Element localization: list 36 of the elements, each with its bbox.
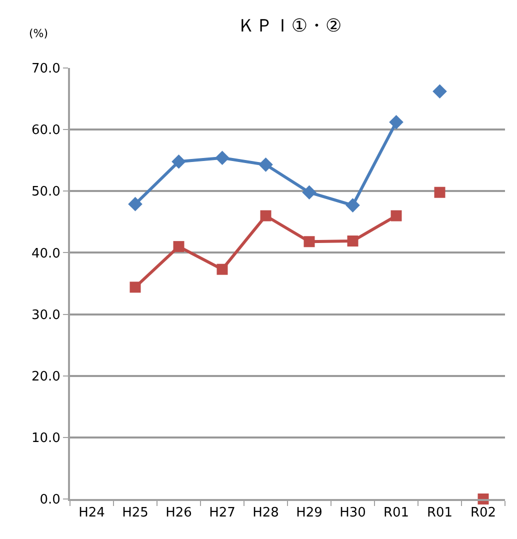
x-tick-label: H27 bbox=[209, 506, 236, 521]
point bbox=[173, 241, 184, 252]
y-tick-label: 20.0 bbox=[31, 369, 60, 384]
x-tick-label: R02 bbox=[470, 506, 496, 521]
point bbox=[346, 198, 360, 212]
point bbox=[260, 210, 272, 222]
point bbox=[434, 186, 446, 198]
x-tick-label: H28 bbox=[252, 506, 279, 521]
x-tick-label: R01 bbox=[383, 506, 410, 521]
y-tick-label: 60.0 bbox=[31, 123, 60, 138]
x-tick-label: H25 bbox=[122, 506, 148, 521]
chart-title: ＫＰＩ①・② bbox=[237, 15, 342, 36]
point bbox=[389, 115, 404, 130]
point bbox=[258, 158, 273, 172]
x-tick-label: H30 bbox=[340, 506, 366, 521]
y-tick-label: 30.0 bbox=[31, 308, 60, 323]
point bbox=[302, 185, 316, 200]
x-tick-label: H26 bbox=[166, 506, 192, 521]
point bbox=[304, 236, 315, 248]
point bbox=[128, 196, 142, 212]
x-tick-label: H24 bbox=[78, 506, 105, 521]
point bbox=[432, 84, 447, 99]
y-tick-label: 50.0 bbox=[31, 184, 60, 200]
point bbox=[130, 282, 141, 293]
point bbox=[390, 210, 402, 222]
y-axis-title: (%) bbox=[29, 27, 48, 40]
y-tick-label: 40.0 bbox=[31, 246, 60, 262]
y-tick-label: 70.0 bbox=[31, 62, 60, 77]
x-tick-label: R01 bbox=[426, 506, 453, 521]
point bbox=[172, 154, 186, 169]
x-tick-label: H29 bbox=[296, 506, 322, 521]
point bbox=[347, 236, 358, 247]
y-tick-label: 10.0 bbox=[31, 430, 60, 446]
point bbox=[215, 150, 230, 166]
y-tick-label: 0.0 bbox=[40, 492, 60, 508]
point bbox=[216, 264, 228, 275]
